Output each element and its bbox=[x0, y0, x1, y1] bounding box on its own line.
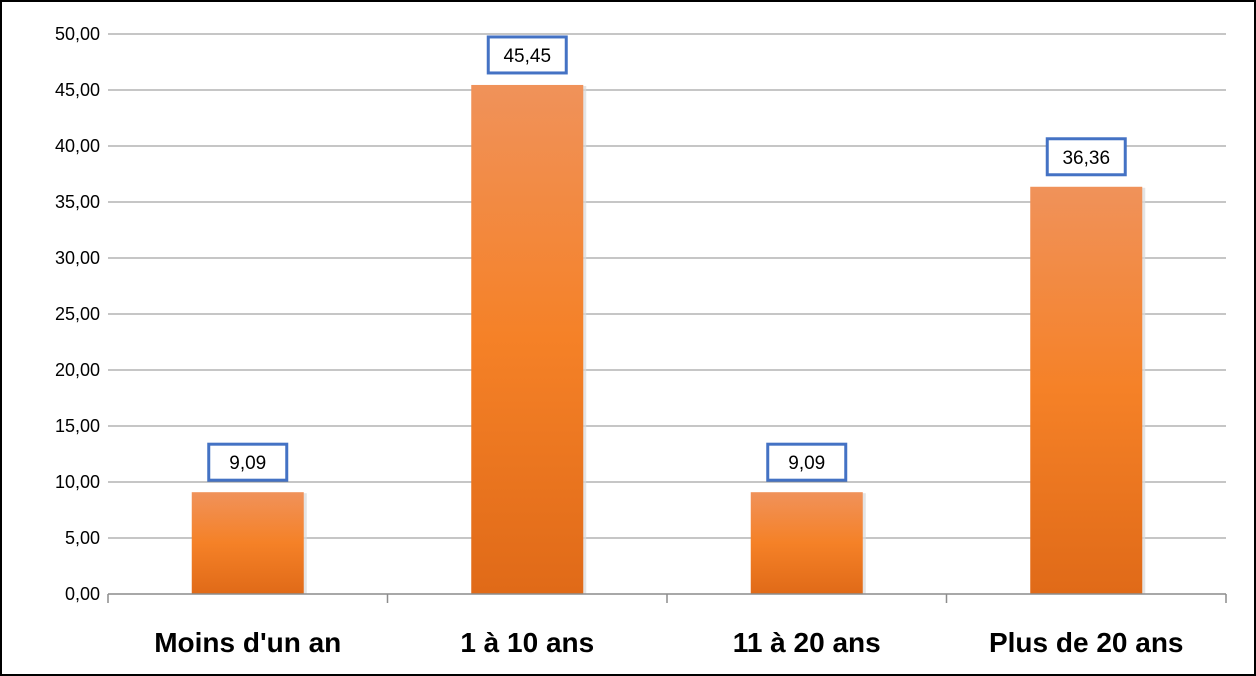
x-category-label: 1 à 10 ans bbox=[460, 627, 594, 658]
gridlines bbox=[108, 33, 1226, 539]
data-label-box bbox=[207, 442, 289, 482]
x-category-label: 11 à 20 ans bbox=[733, 627, 881, 658]
y-tick-label: 25,00 bbox=[55, 304, 100, 324]
y-tick-label: 20,00 bbox=[55, 360, 100, 380]
y-tick-label: 0,00 bbox=[65, 584, 100, 604]
data-label: 36,36 bbox=[1062, 148, 1110, 169]
y-tick-label: 45,00 bbox=[55, 80, 100, 100]
y-tick-label: 50,00 bbox=[55, 24, 100, 44]
data-label-box bbox=[486, 35, 568, 75]
y-tick-label: 40,00 bbox=[55, 136, 100, 156]
y-axis-tick-labels: 0,00 5,00 10,00 15,00 20,00 25,00 30,00 35,00 40… bbox=[55, 24, 100, 604]
y-tick-label: 15,00 bbox=[55, 416, 100, 436]
bars bbox=[191, 84, 1146, 595]
data-label: 9,09 bbox=[788, 453, 825, 474]
data-label-box bbox=[766, 442, 848, 482]
data-label: 45,45 bbox=[503, 46, 551, 67]
x-category-label: Moins d'un an bbox=[154, 627, 341, 658]
y-tick-label: 10,00 bbox=[55, 472, 100, 492]
bar bbox=[471, 84, 584, 595]
bar bbox=[1030, 186, 1143, 594]
bar bbox=[750, 492, 863, 594]
data-label: 9,09 bbox=[229, 453, 266, 474]
data-label-box bbox=[1045, 137, 1127, 177]
y-tick-label: 35,00 bbox=[55, 192, 100, 212]
x-category-label: Plus de 20 ans bbox=[989, 627, 1184, 658]
data-labels: 9,09 45,45 9,09 36,36 bbox=[207, 35, 1127, 482]
x-axis bbox=[107, 593, 1227, 603]
x-axis-category-labels: Moins d'un an 1 à 10 ans 11 à 20 ans Plus d… bbox=[154, 627, 1183, 658]
bar bbox=[191, 492, 304, 594]
y-tick-label: 5,00 bbox=[65, 528, 100, 548]
y-tick-label: 30,00 bbox=[55, 248, 100, 268]
